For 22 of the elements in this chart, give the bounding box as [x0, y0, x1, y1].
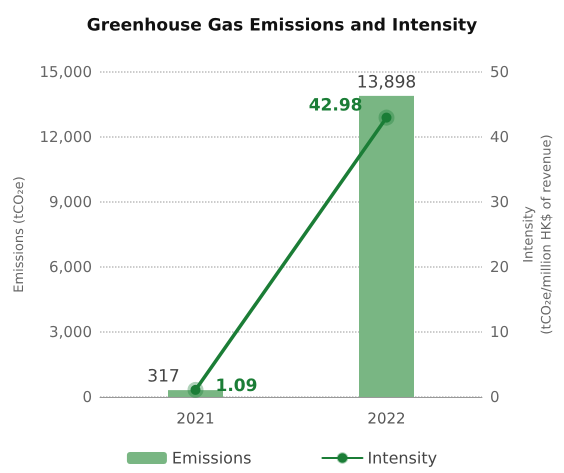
- y-tick-label: 0: [82, 388, 92, 406]
- legend-label: Emissions: [172, 448, 252, 468]
- chart-title: Greenhouse Gas Emissions and Intensity: [86, 16, 478, 36]
- y-tick-label: 12,000: [40, 128, 92, 146]
- y2-tick-label: 30: [490, 193, 510, 211]
- y-tick-label: 3,000: [49, 323, 92, 341]
- y2-tick-label: 40: [490, 128, 510, 146]
- data-label: 1.09: [216, 376, 258, 396]
- y-axis-title: Emissions (tCO₂e): [12, 176, 28, 293]
- y-tick-label: 9,000: [49, 193, 92, 211]
- y2-tick-label: 20: [490, 258, 510, 276]
- legend-label: Intensity: [367, 448, 438, 468]
- y-tick-label: 15,000: [40, 63, 92, 81]
- y2-tick-label: 0: [490, 388, 500, 406]
- y2-tick-label: 50: [490, 63, 510, 81]
- y-tick-label: 6,000: [49, 258, 92, 276]
- y2-axis-title: Intensity (tCO₂e/million HK$ of revenue): [522, 134, 554, 335]
- y2-tick-label: 10: [490, 323, 510, 341]
- x-tick-label: 2022: [367, 410, 406, 428]
- x-tick-label: 2021: [176, 410, 215, 428]
- data-label: 317: [147, 366, 180, 387]
- data-label: 13,898: [356, 72, 416, 92]
